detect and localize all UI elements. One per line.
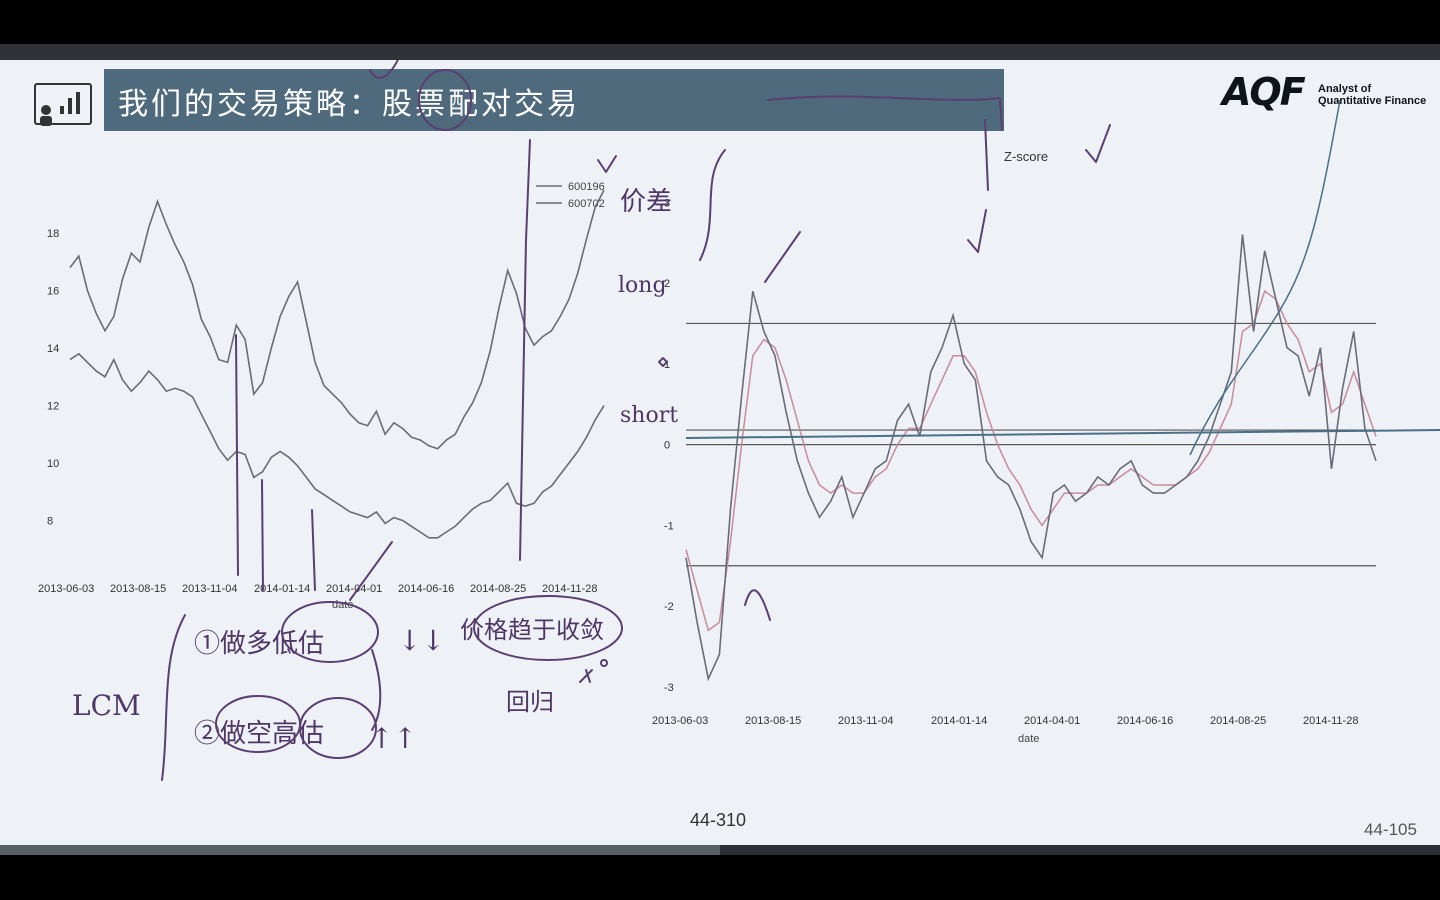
x-tick-label: 2014-06-16	[398, 583, 454, 595]
ink-marker	[658, 357, 668, 367]
handwritten-annotations: 价差 long short ↓↓ ↑↑ LCM ①做多低估 ②做空高估 价格趋于…	[72, 60, 1111, 781]
y-tick-label: 1	[664, 359, 670, 371]
y-tick-label: 14	[47, 343, 59, 355]
x-tick-label: 2014-06-16	[1117, 715, 1173, 727]
price-y-ticks: 8 10 12 14 16 18	[47, 228, 59, 527]
y-tick-label: 10	[47, 458, 59, 470]
playback-progress-fill	[0, 845, 720, 855]
ink-brace	[699, 149, 726, 261]
x-tick-label: 2013-11-04	[838, 715, 893, 727]
x-tick-label: 2014-08-25	[470, 583, 526, 595]
x-tick-label: 2013-06-03	[652, 715, 708, 727]
z-x-axis-title: date	[1018, 733, 1039, 745]
y-tick-label: 3	[664, 197, 670, 209]
ink-circle-converge	[473, 595, 623, 661]
ink-stroke	[767, 95, 1003, 131]
ink-mark	[579, 669, 593, 683]
aqf-logo: AQF Analyst of Quantitative Finance	[1222, 68, 1434, 118]
slide-title: 我们的交易策略：股票配对交易	[118, 87, 580, 122]
page-number-center: 44-310	[690, 810, 747, 830]
ink-arrow	[744, 589, 771, 621]
ink-arrows-down: ↓↓	[398, 624, 445, 657]
ink-vertical-arrow	[261, 479, 264, 591]
ink-short: short	[620, 403, 678, 428]
charts-canvas: 8 10 12 14 16 18 2013-06-03 2013-08-15 2…	[38, 60, 1440, 781]
zscore-chart-title: Z-score	[1004, 149, 1048, 164]
logo-mark: AQF	[1222, 70, 1306, 114]
ink-converge-note: 价格趋于收敛	[460, 616, 604, 644]
blue-trend-line	[685, 429, 1440, 439]
x-tick-label: 2013-08-15	[745, 715, 801, 727]
y-tick-label: -2	[664, 601, 674, 613]
x-tick-label: 2014-04-01	[1024, 715, 1080, 727]
playback-progress-bar[interactable]	[0, 845, 1440, 855]
zscore-chart: Z-score -3 -2 -1 0 1 2 3 2013-06-03 2013…	[652, 99, 1440, 745]
ink-check	[967, 209, 987, 253]
z-y-ticks: -3 -2 -1 0 1 2 3	[664, 197, 674, 694]
ink-brace	[161, 614, 186, 781]
price-legend: 600196 600702	[536, 181, 605, 210]
y-tick-label: 16	[47, 286, 59, 298]
page-number-right: 44-105	[1364, 820, 1417, 839]
x-tick-label: 2013-11-04	[182, 583, 237, 595]
ink-check	[597, 155, 617, 173]
ink-lcm: LCM	[72, 689, 141, 722]
player-bottom-area	[0, 855, 1440, 900]
player-top-bar	[0, 0, 1440, 44]
legend-600196: 600196	[568, 181, 605, 193]
ink-stroke	[369, 60, 399, 79]
title-banner: 我们的交易策略：股票配对交易	[104, 69, 1004, 131]
ink-item-2: ②做空高估	[194, 719, 324, 749]
x-tick-label: 2014-08-25	[1210, 715, 1266, 727]
y-tick-label: -3	[664, 682, 674, 694]
ink-regress-note: 回归	[506, 688, 554, 716]
y-tick-label: 18	[47, 228, 59, 240]
ink-stroke	[984, 119, 989, 191]
ink-vertical-arrow	[311, 509, 316, 591]
ink-spread-note: 价差	[620, 187, 672, 217]
x-tick-label: 2014-11-28	[542, 583, 597, 595]
ink-check	[1085, 124, 1111, 163]
ink-item-1: ①做多低估	[194, 629, 324, 659]
ink-connector	[371, 649, 382, 731]
ink-circle-undervalued	[281, 601, 379, 663]
ink-vertical-line	[519, 139, 531, 561]
ink-vertical-arrow	[235, 334, 239, 576]
slide-canvas: 我们的交易策略：股票配对交易 AQF Analyst of Quantitati…	[0, 60, 1440, 845]
logo-line-2: Quantitative Finance	[1318, 95, 1427, 107]
x-tick-label: 2014-01-14	[254, 583, 310, 595]
ink-circle-overvalued	[299, 697, 377, 759]
blue-drawn-curve	[1189, 99, 1341, 456]
moving-average-line	[685, 290, 1377, 632]
x-tick-label: 2013-08-15	[110, 583, 166, 595]
x-tick-label: 2013-06-03	[38, 583, 94, 595]
x-tick-label: 2014-04-01	[326, 583, 382, 595]
series-600196-line	[69, 189, 605, 450]
player-top-edge	[0, 44, 1440, 60]
presentation-icon	[34, 83, 92, 126]
ink-long: long	[618, 273, 667, 298]
ink-arrows-up: ↑↑	[370, 722, 417, 755]
y-tick-label: 12	[47, 401, 59, 413]
x-tick-label: 2014-01-14	[931, 715, 987, 727]
ink-diagonal	[349, 541, 393, 601]
ink-circle	[418, 69, 472, 131]
zscore-line	[685, 234, 1377, 682]
logo-line-1: Analyst of	[1318, 83, 1372, 95]
z-x-ticks: 2013-06-03 2013-08-15 2013-11-04 2014-01…	[652, 715, 1358, 727]
y-tick-label: 8	[47, 516, 53, 528]
y-tick-label: 2	[664, 278, 670, 290]
price-x-ticks: 2013-06-03 2013-08-15 2013-11-04 2014-01…	[38, 583, 597, 595]
series-600702-line	[69, 352, 605, 539]
y-tick-label: 0	[664, 440, 670, 452]
y-tick-label: -1	[664, 520, 674, 532]
ink-arrow	[764, 231, 801, 283]
x-tick-label: 2014-11-28	[1303, 715, 1358, 727]
ink-dot	[600, 659, 608, 667]
